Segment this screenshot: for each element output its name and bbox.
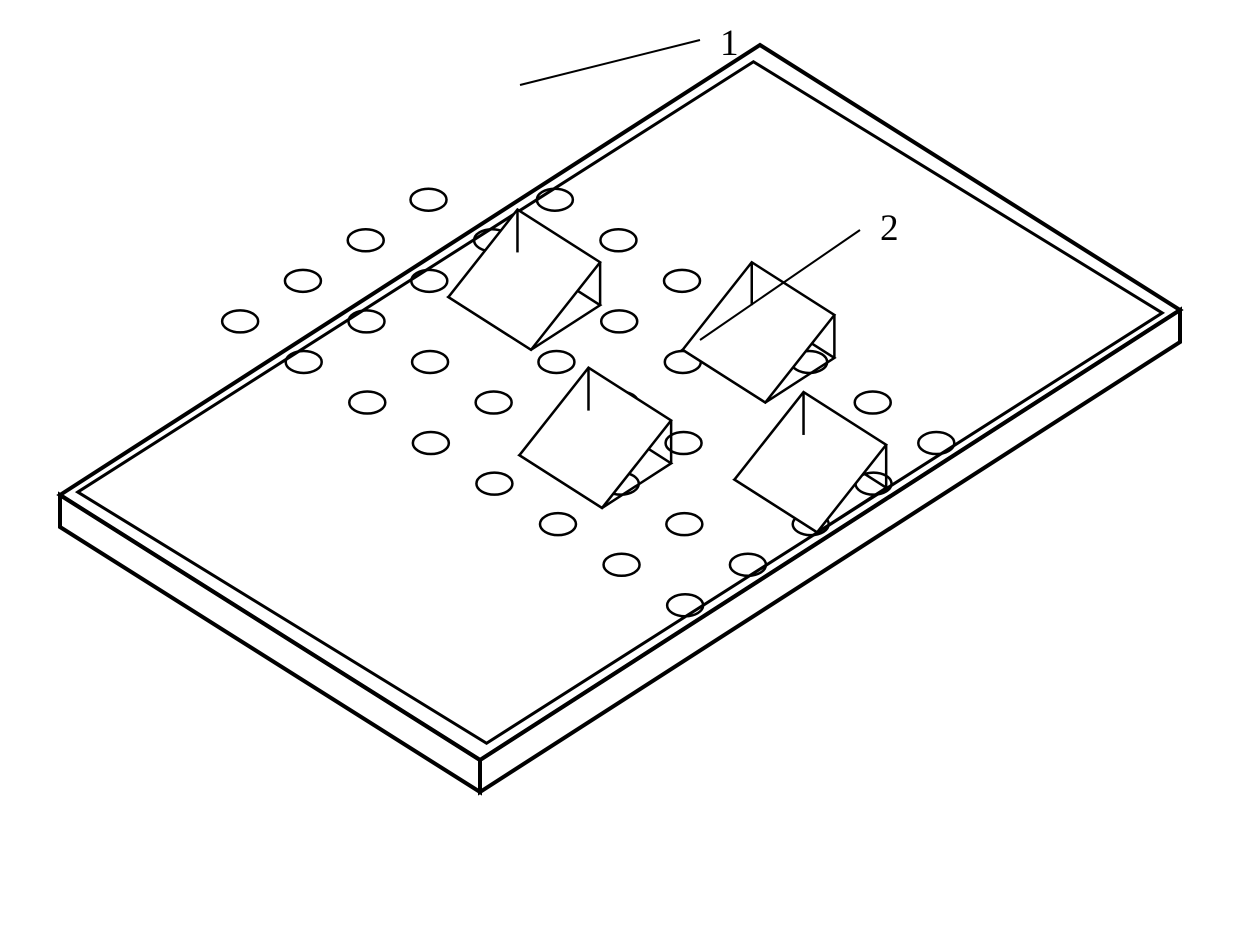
- hole: [286, 351, 322, 373]
- hole: [918, 432, 954, 454]
- hole: [476, 473, 512, 495]
- hole: [348, 229, 384, 251]
- hole: [285, 270, 321, 292]
- hole: [411, 270, 447, 292]
- hole: [538, 351, 574, 373]
- hole: [540, 513, 576, 535]
- flap-raised: [683, 262, 835, 402]
- hole: [222, 310, 258, 332]
- hole: [411, 189, 447, 211]
- hole: [667, 594, 703, 616]
- hole: [600, 229, 636, 251]
- hole: [476, 392, 512, 414]
- diagram-svg: 12: [0, 0, 1240, 950]
- plate-side-front: [60, 495, 480, 792]
- hole: [412, 351, 448, 373]
- diagram-stage: 12: [0, 0, 1240, 950]
- flap-raised: [519, 368, 671, 508]
- hole: [666, 513, 702, 535]
- hole: [413, 432, 449, 454]
- hole: [349, 392, 385, 414]
- callout-leader-1: [520, 40, 700, 85]
- callout-label-2: 2: [880, 208, 899, 249]
- hole: [537, 189, 573, 211]
- hole: [349, 310, 385, 332]
- hole: [855, 392, 891, 414]
- hole: [604, 554, 640, 576]
- hole: [664, 270, 700, 292]
- hole: [601, 310, 637, 332]
- hole: [730, 554, 766, 576]
- callout-label-1: 1: [720, 23, 739, 64]
